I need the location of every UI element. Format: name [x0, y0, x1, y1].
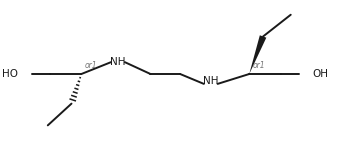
- Text: HO: HO: [2, 69, 18, 79]
- Polygon shape: [249, 35, 266, 74]
- Text: or1: or1: [84, 61, 97, 70]
- Text: or1: or1: [252, 61, 265, 70]
- Text: NH: NH: [110, 57, 126, 67]
- Text: NH: NH: [203, 76, 219, 86]
- Text: OH: OH: [313, 69, 329, 79]
